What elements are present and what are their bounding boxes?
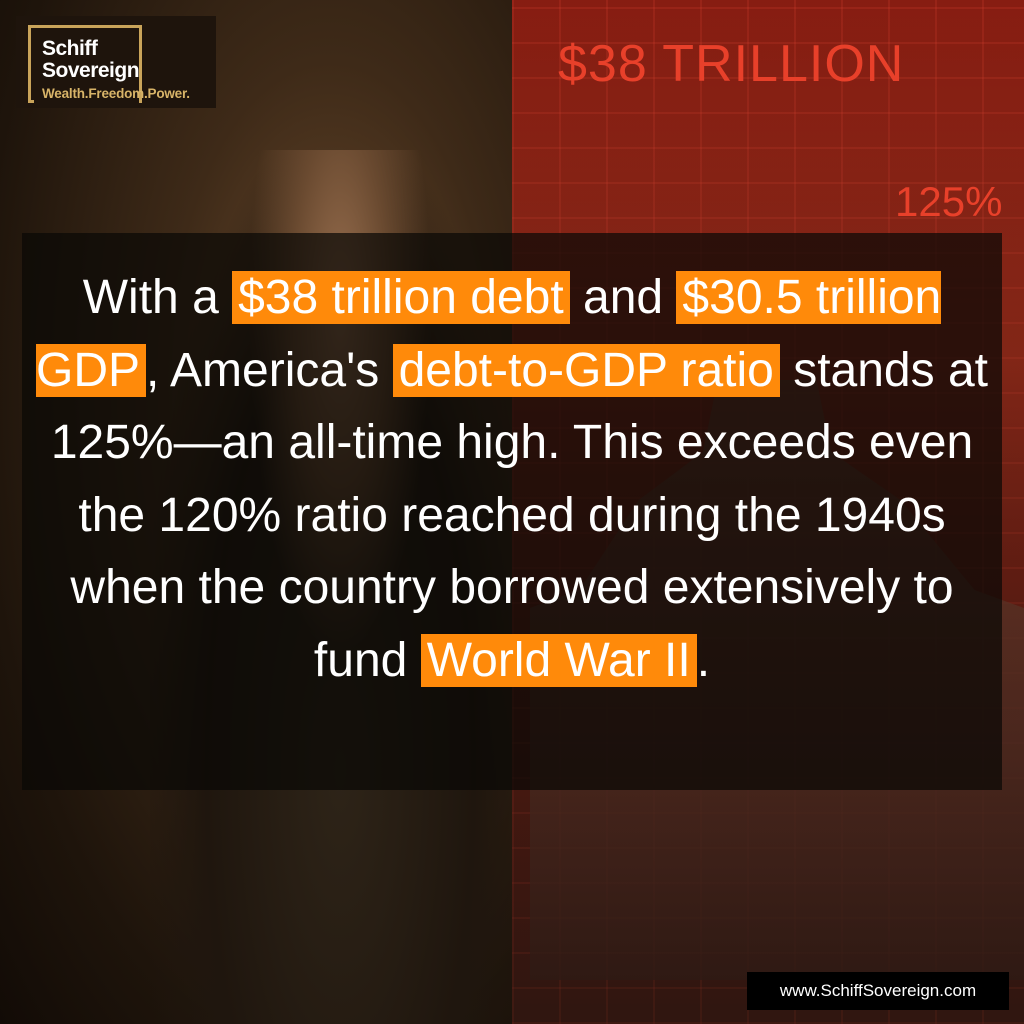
logo: Schiff Sovereign Wealth.Freedom.Power.: [16, 16, 216, 108]
text-segment: and: [569, 271, 677, 324]
text-panel: [22, 233, 1002, 790]
highlight-wwii: World War II: [420, 633, 697, 687]
text-segment: With a: [82, 271, 233, 324]
highlight-debt: $38 trillion debt: [232, 271, 570, 324]
background-headline: $38 TRILLION: [558, 35, 905, 93]
background-percent: 125%: [895, 178, 1003, 225]
website-url: www.SchiffSovereign.com: [747, 972, 1009, 1010]
logo-name: Schiff Sovereign: [42, 37, 140, 82]
text-segment: , America's: [146, 343, 393, 397]
logo-frame: [28, 25, 142, 103]
text-segment: stands at 125%—an all-time high. This ex…: [50, 343, 988, 687]
highlight-ratio: debt-to-GDP ratio: [392, 343, 780, 397]
body-text: With a $38 trillion debt and $30.5 trill…: [22, 262, 1002, 697]
logo-line2: Sovereign: [42, 59, 140, 82]
text-segment: .: [696, 633, 711, 687]
logo-tagline: Wealth.Freedom.Power.: [42, 86, 190, 101]
logo-line1: Schiff: [42, 37, 98, 60]
